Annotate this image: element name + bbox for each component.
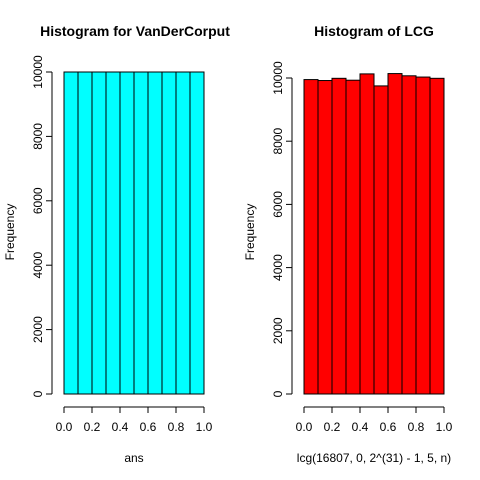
x-tick-label: 1.0 xyxy=(436,420,453,434)
y-tick-label: 0 xyxy=(31,390,45,397)
bar xyxy=(429,77,445,395)
bar xyxy=(63,71,79,395)
bar xyxy=(147,71,163,395)
chart-title: Histogram for VanDerCorput xyxy=(40,23,230,39)
x-tick-label: 0.8 xyxy=(168,420,185,434)
x-tick-label: 0.4 xyxy=(352,420,369,434)
y-axis: 0 2000 4000 6000 8000 10000 xyxy=(271,61,293,397)
bar xyxy=(303,79,319,395)
y-tick-label: 4000 xyxy=(271,254,285,281)
y-tick-label: 2000 xyxy=(271,317,285,344)
y-tick-label: 6000 xyxy=(31,187,45,214)
bar xyxy=(387,73,403,395)
y-tick-label: 10000 xyxy=(31,55,45,89)
y-tick-label: 0 xyxy=(271,390,285,397)
bar xyxy=(373,85,389,395)
bar xyxy=(175,71,191,395)
y-tick-label: 6000 xyxy=(271,191,285,218)
bars xyxy=(303,73,445,395)
x-tick-label: 0.0 xyxy=(296,420,313,434)
bar xyxy=(119,71,135,395)
x-axis-label: ans xyxy=(124,451,143,465)
bar xyxy=(161,71,177,395)
x-tick-label: 1.0 xyxy=(196,420,213,434)
y-axis-label: Frequency xyxy=(3,204,17,261)
y-tick-label: 8000 xyxy=(31,123,45,150)
y-axis-label: Frequency xyxy=(243,204,257,261)
bar xyxy=(345,79,361,395)
bar xyxy=(415,76,431,395)
bar xyxy=(401,75,417,395)
x-tick-label: 0.2 xyxy=(84,420,101,434)
chart-title: Histogram of LCG xyxy=(314,23,434,39)
x-axis: 0.0 0.2 0.4 0.6 0.8 1.0 xyxy=(56,406,213,434)
bar xyxy=(91,71,107,395)
x-tick-label: 0.0 xyxy=(56,420,73,434)
x-tick-label: 0.6 xyxy=(380,420,397,434)
bar xyxy=(105,71,121,395)
x-tick-label: 0.4 xyxy=(112,420,129,434)
bar xyxy=(331,77,347,395)
bar xyxy=(77,71,93,395)
y-tick-label: 4000 xyxy=(31,252,45,279)
x-tick-label: 0.2 xyxy=(324,420,341,434)
y-axis: 0 2000 4000 6000 8000 10000 xyxy=(31,55,53,397)
y-tick-label: 2000 xyxy=(31,316,45,343)
y-tick-label: 8000 xyxy=(271,128,285,155)
x-tick-label: 0.8 xyxy=(408,420,425,434)
histogram-lcg: Histogram of LCG 0.0 0.2 0.4 0.6 0.8 1.0 0 200… xyxy=(243,23,453,465)
x-axis-label: lcg(16807, 0, 2^(31) - 1, 5, n) xyxy=(297,451,451,465)
bar xyxy=(133,71,149,395)
bar xyxy=(359,73,375,395)
y-tick-label: 10000 xyxy=(271,61,285,95)
bar xyxy=(189,71,205,395)
bar xyxy=(317,80,333,395)
x-tick-label: 0.6 xyxy=(140,420,157,434)
bars xyxy=(63,71,205,395)
histogram-vandercorput: Histogram for VanDerCorput 0.0 0.2 0.4 0.6 0… xyxy=(3,23,230,465)
x-axis: 0.0 0.2 0.4 0.6 0.8 1.0 xyxy=(296,406,453,434)
